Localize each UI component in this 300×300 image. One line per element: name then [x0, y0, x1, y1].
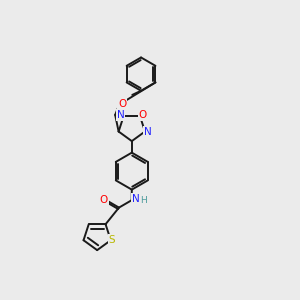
- Text: N: N: [116, 110, 124, 120]
- Text: H: H: [140, 196, 146, 205]
- Text: N: N: [144, 128, 152, 137]
- Text: O: O: [118, 99, 126, 109]
- Text: O: O: [139, 110, 147, 120]
- Text: O: O: [99, 195, 108, 205]
- Text: S: S: [109, 235, 115, 245]
- Text: N: N: [132, 194, 140, 204]
